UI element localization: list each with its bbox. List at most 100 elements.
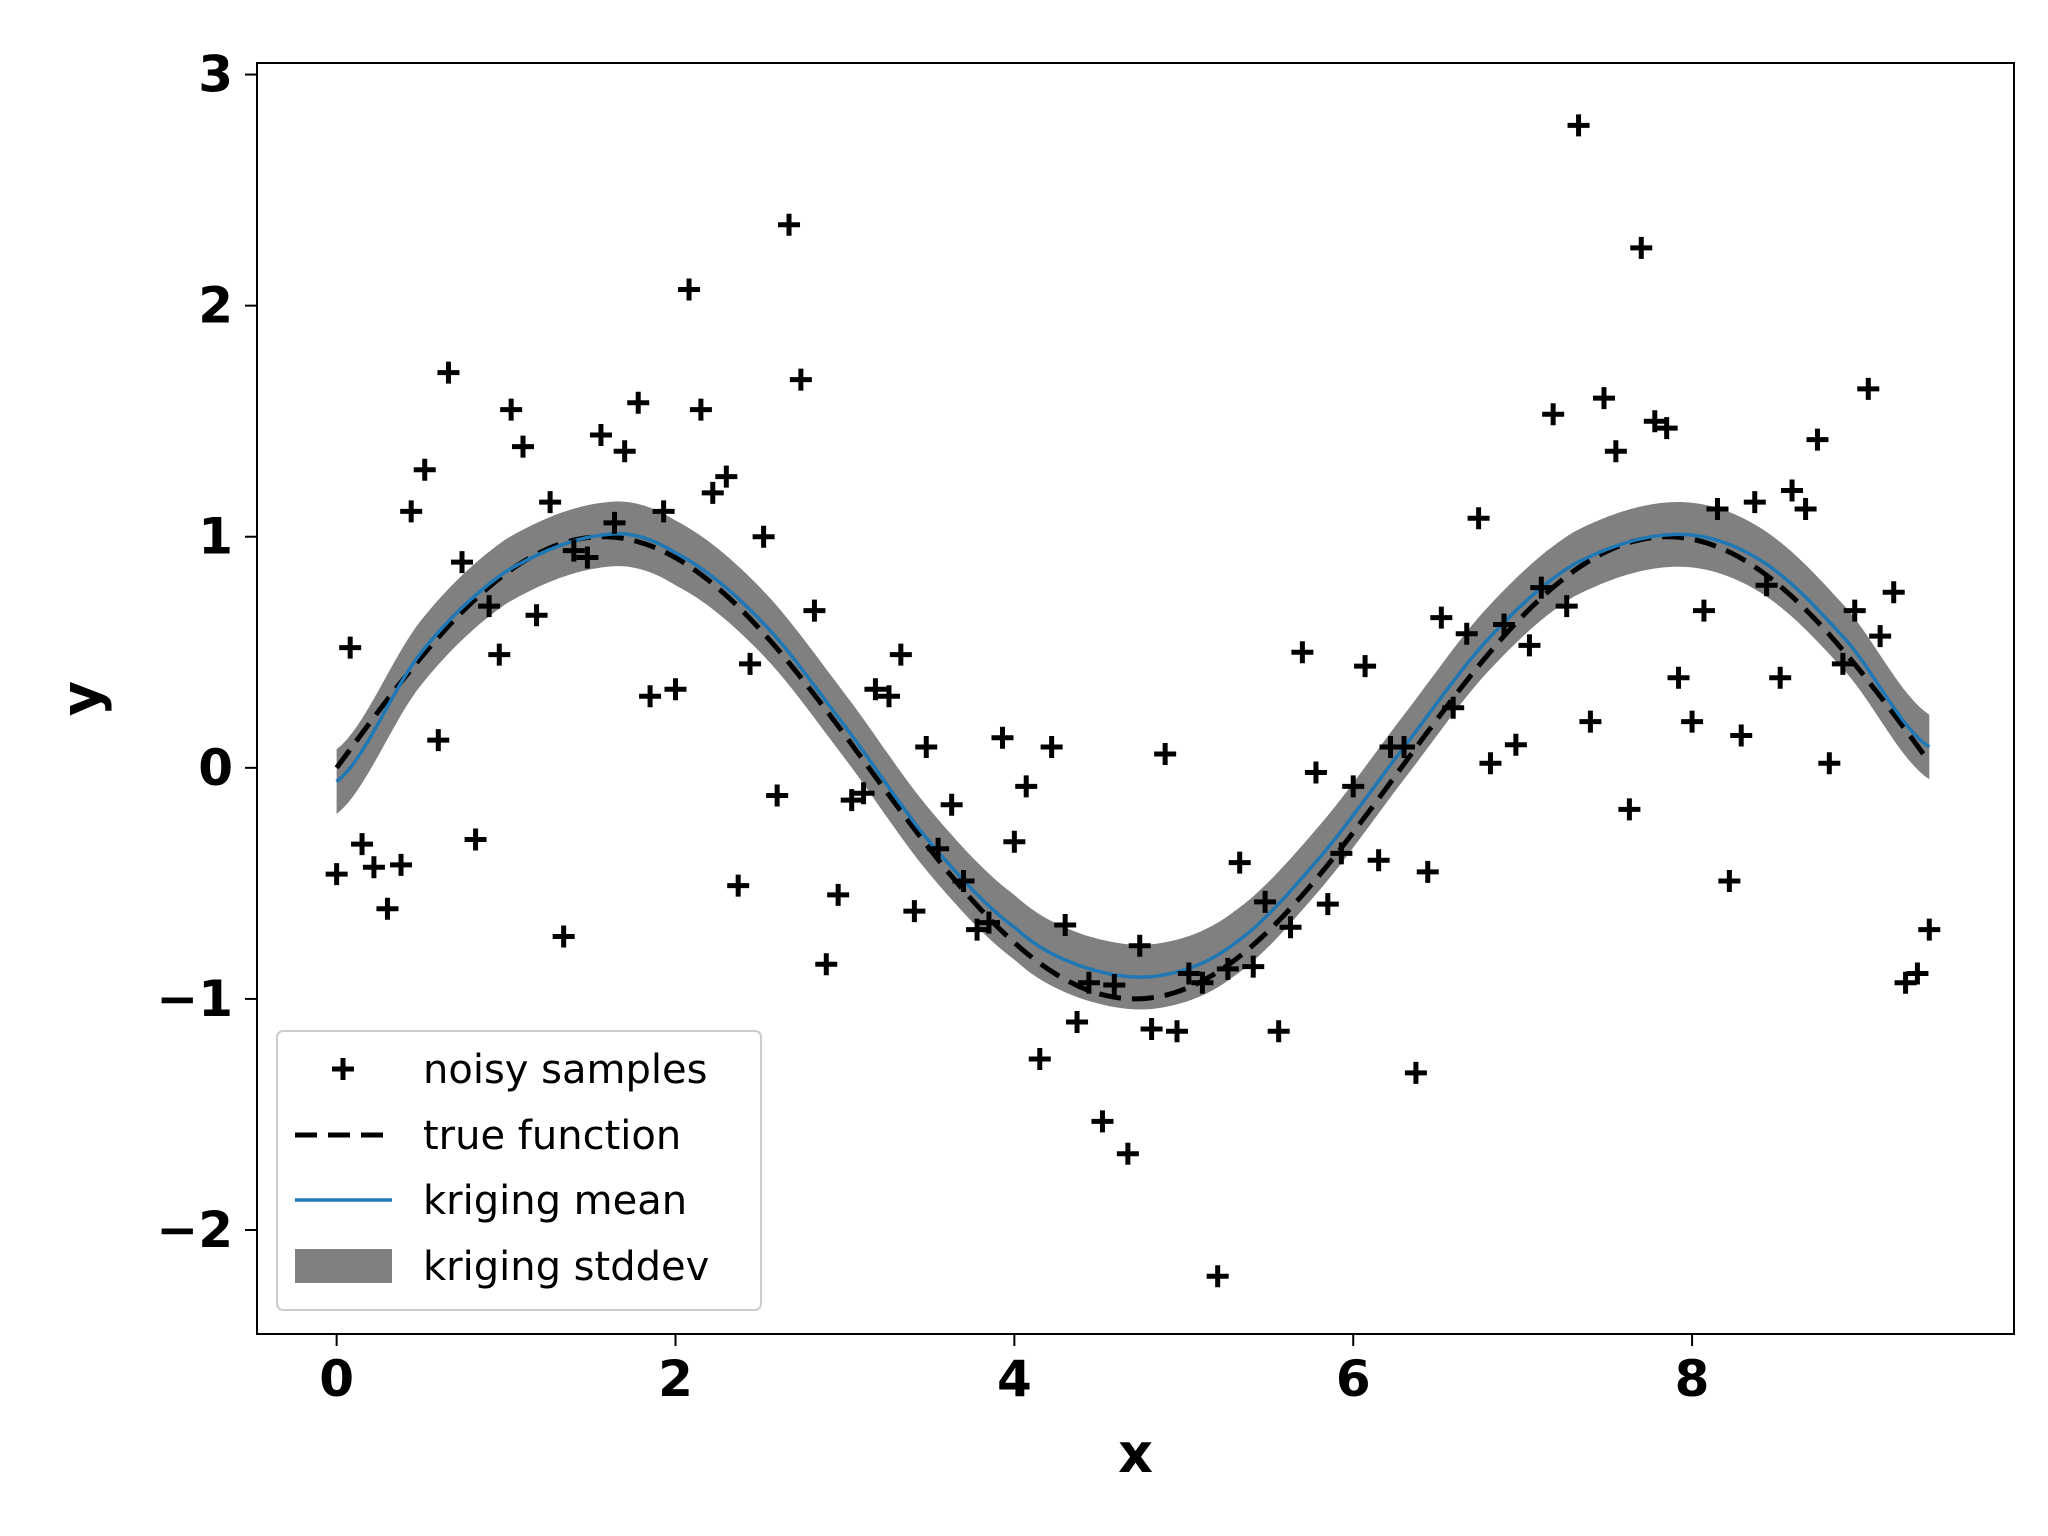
sample-point — [562, 539, 585, 562]
sample-point — [1393, 736, 1416, 759]
sample-point — [1304, 761, 1327, 784]
sample-point — [512, 435, 535, 458]
sample-point — [1330, 842, 1353, 865]
sample-point — [1530, 576, 1553, 599]
sample-point — [1342, 775, 1365, 798]
y-tick-label: 3 — [198, 46, 233, 104]
sample-point — [639, 685, 662, 708]
sample-point — [1054, 913, 1077, 936]
sample-point — [789, 368, 812, 391]
legend-box — [276, 1030, 762, 1311]
sample-point — [1291, 641, 1314, 664]
sample-point — [652, 500, 675, 523]
sample-point — [603, 511, 626, 534]
sample-point — [701, 481, 724, 504]
sample-point — [889, 643, 912, 666]
sample-point — [1857, 377, 1880, 400]
sample-point — [427, 729, 450, 752]
sample-point — [1015, 775, 1038, 798]
sample-point — [1504, 733, 1527, 756]
sample-point — [1643, 410, 1666, 433]
legend-label: kriging mean — [423, 1178, 687, 1224]
sample-point — [552, 925, 575, 948]
sample-point — [1166, 1020, 1189, 1043]
kriging-mean-line — [335, 531, 1931, 979]
sample-point — [1040, 736, 1063, 759]
sample-point — [778, 213, 801, 236]
sample-point — [1028, 1048, 1051, 1070]
sample-point — [966, 918, 989, 941]
sample-point — [1869, 625, 1892, 648]
x-tick-label: 4 — [997, 1350, 1032, 1408]
sample-point — [1592, 387, 1615, 410]
sample-point — [1430, 606, 1453, 629]
sample-point — [1743, 491, 1766, 514]
sample-point — [1279, 916, 1302, 939]
sample-point — [1404, 1061, 1427, 1084]
sample-point — [351, 833, 374, 856]
sample-point — [1681, 710, 1704, 733]
sample-point — [1455, 622, 1478, 645]
legend-entry-mean: kriging mean — [295, 1178, 687, 1224]
sample-point — [1367, 849, 1390, 872]
sample-point — [1254, 890, 1277, 913]
noisy-samples-layer — [325, 114, 1941, 1288]
legend-entries: noisy samples true function kriging mean kr… — [295, 1047, 709, 1290]
x-tick-label: 8 — [1675, 1350, 1710, 1408]
sample-point — [1906, 962, 1929, 985]
sample-point — [1806, 428, 1829, 451]
y-axis-label: y — [50, 681, 113, 716]
plot-area-frame — [256, 62, 2015, 1335]
sample-point — [1618, 798, 1641, 821]
sample-point — [940, 793, 963, 816]
sample-point — [376, 897, 399, 920]
sample-point — [1493, 613, 1516, 636]
sample-point — [1467, 507, 1490, 530]
sample-point — [840, 789, 863, 812]
legend-label: true function — [423, 1113, 681, 1159]
sample-point — [1216, 957, 1239, 980]
sample-point — [727, 874, 750, 897]
x-tick-label: 0 — [319, 1350, 354, 1408]
sample-point — [1542, 403, 1565, 426]
sample-point — [1769, 666, 1792, 689]
sample-point — [715, 465, 738, 488]
sample-point — [852, 782, 875, 805]
sample-point — [1706, 498, 1729, 521]
sample-point — [1692, 599, 1715, 622]
legend-entry-band: kriging stddev — [295, 1244, 709, 1290]
sample-point — [1267, 1020, 1290, 1043]
sample-point — [739, 652, 762, 675]
sample-point — [627, 391, 650, 414]
x-axis-label: x — [1118, 1422, 1153, 1485]
sample-point — [390, 853, 413, 876]
sample-point — [362, 856, 385, 879]
sample-point — [451, 551, 474, 574]
sample-point — [689, 398, 712, 421]
sample-point — [827, 883, 850, 906]
sample-point — [1116, 1142, 1139, 1165]
sample-point — [1003, 830, 1026, 853]
sample-point — [488, 643, 511, 666]
legend-swatch-kriging-stddev — [295, 1249, 392, 1283]
sample-point — [1894, 971, 1917, 994]
kriging-stddev-band-layer — [336, 501, 1930, 1010]
sample-point — [678, 278, 701, 301]
kriging-stddev-band — [336, 501, 1930, 1010]
sample-point — [539, 491, 562, 514]
sample-point — [815, 953, 838, 976]
sample-point — [339, 636, 362, 659]
sample-point — [1228, 851, 1251, 874]
kriging-mean-layer — [335, 531, 1931, 979]
sample-point — [400, 500, 423, 523]
sample-point — [1831, 652, 1854, 675]
sample-point — [464, 828, 487, 851]
true-function-layer — [334, 534, 1932, 1002]
y-tick-label: 2 — [198, 277, 233, 335]
sample-point — [1242, 955, 1265, 978]
y-tick-label: 1 — [198, 508, 233, 566]
sample-point — [1416, 860, 1439, 883]
sample-point — [1103, 974, 1126, 997]
sample-point — [664, 678, 687, 701]
